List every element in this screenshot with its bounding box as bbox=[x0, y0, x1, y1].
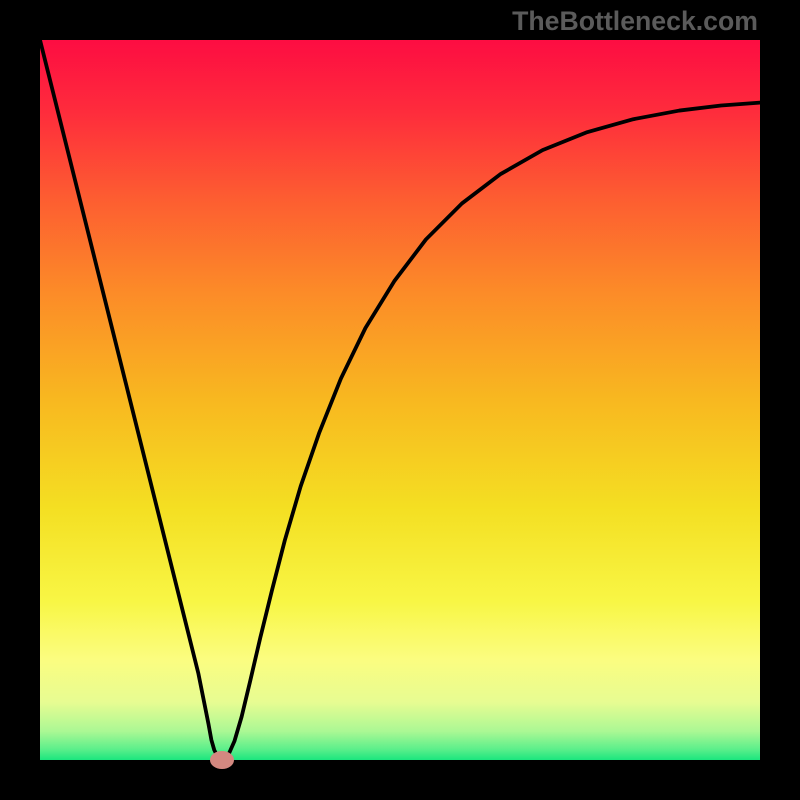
watermark-label: TheBottleneck.com bbox=[512, 6, 758, 37]
optimum-marker bbox=[210, 751, 234, 769]
plot-area bbox=[40, 40, 760, 760]
chart-stage: TheBottleneck.com bbox=[0, 0, 800, 800]
